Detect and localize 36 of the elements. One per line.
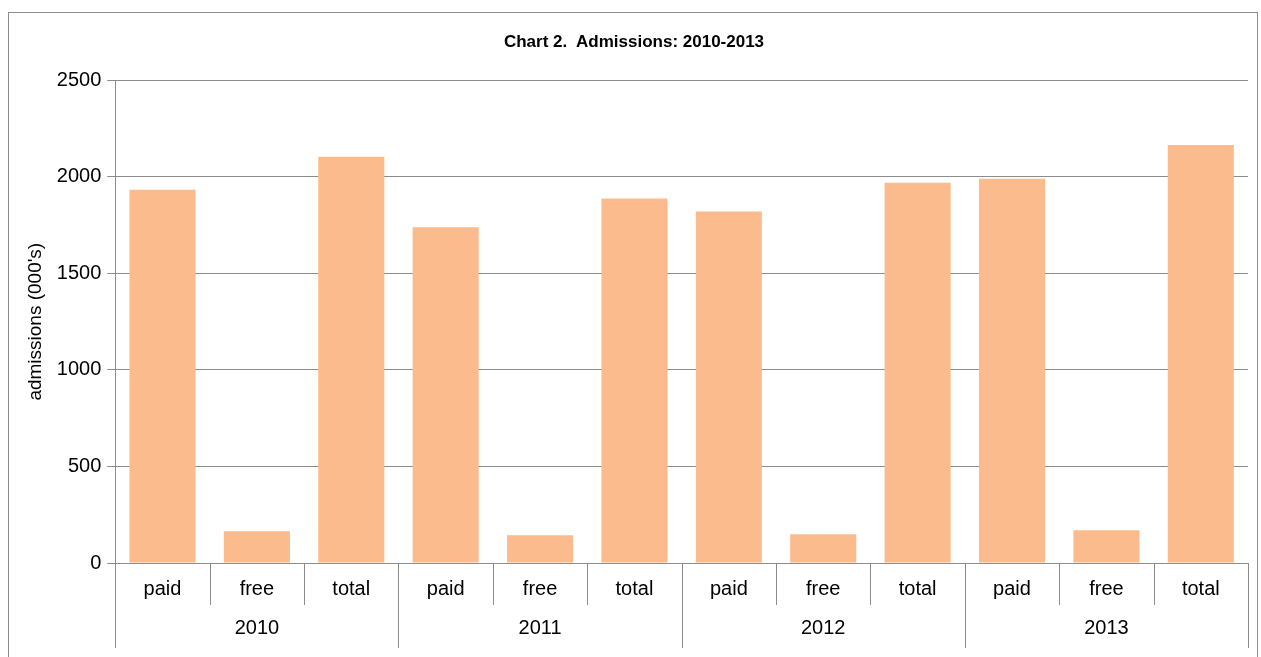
x-tick-label: free	[806, 576, 841, 599]
x-tick-label: total	[898, 576, 937, 599]
x-tick-label: free	[1089, 576, 1124, 599]
y-tick-label: 1000	[56, 357, 102, 380]
bar	[978, 178, 1046, 563]
x-tick-label: paid	[993, 576, 1031, 599]
x-tick-label: total	[615, 576, 654, 599]
bar	[790, 534, 857, 563]
y-tick-label: 500	[67, 454, 102, 476]
bar	[129, 189, 196, 563]
text: 2012	[800, 615, 846, 638]
bar	[601, 198, 668, 563]
text: 2013	[1084, 615, 1129, 638]
y-tick-label: 0	[90, 550, 102, 573]
x-tick-label: free	[239, 576, 275, 599]
y-axis-title: admissions (000's)	[23, 242, 45, 401]
chart-title: Chart 2. Admissions: 2010-2013	[503, 31, 765, 51]
bar	[223, 531, 290, 563]
text: 2011	[518, 615, 562, 638]
x-tick-label: paid	[426, 576, 465, 599]
y-tick-label: 2000	[56, 164, 102, 187]
bar	[695, 211, 762, 563]
x-tick-label: paid	[143, 576, 182, 599]
bar	[318, 156, 385, 563]
x-tick-label: total	[332, 576, 371, 599]
y-tick-label: 1500	[56, 260, 102, 283]
x-tick-label: free	[522, 576, 558, 599]
bar	[1167, 144, 1234, 563]
x-tick-label: paid	[709, 576, 748, 599]
bar	[1073, 530, 1140, 563]
y-tick-label: 2500	[56, 67, 102, 90]
bar	[507, 535, 574, 563]
bar	[412, 227, 479, 563]
bar	[884, 182, 951, 563]
x-tick-label: total	[1181, 576, 1220, 599]
text: 2010	[234, 615, 280, 638]
